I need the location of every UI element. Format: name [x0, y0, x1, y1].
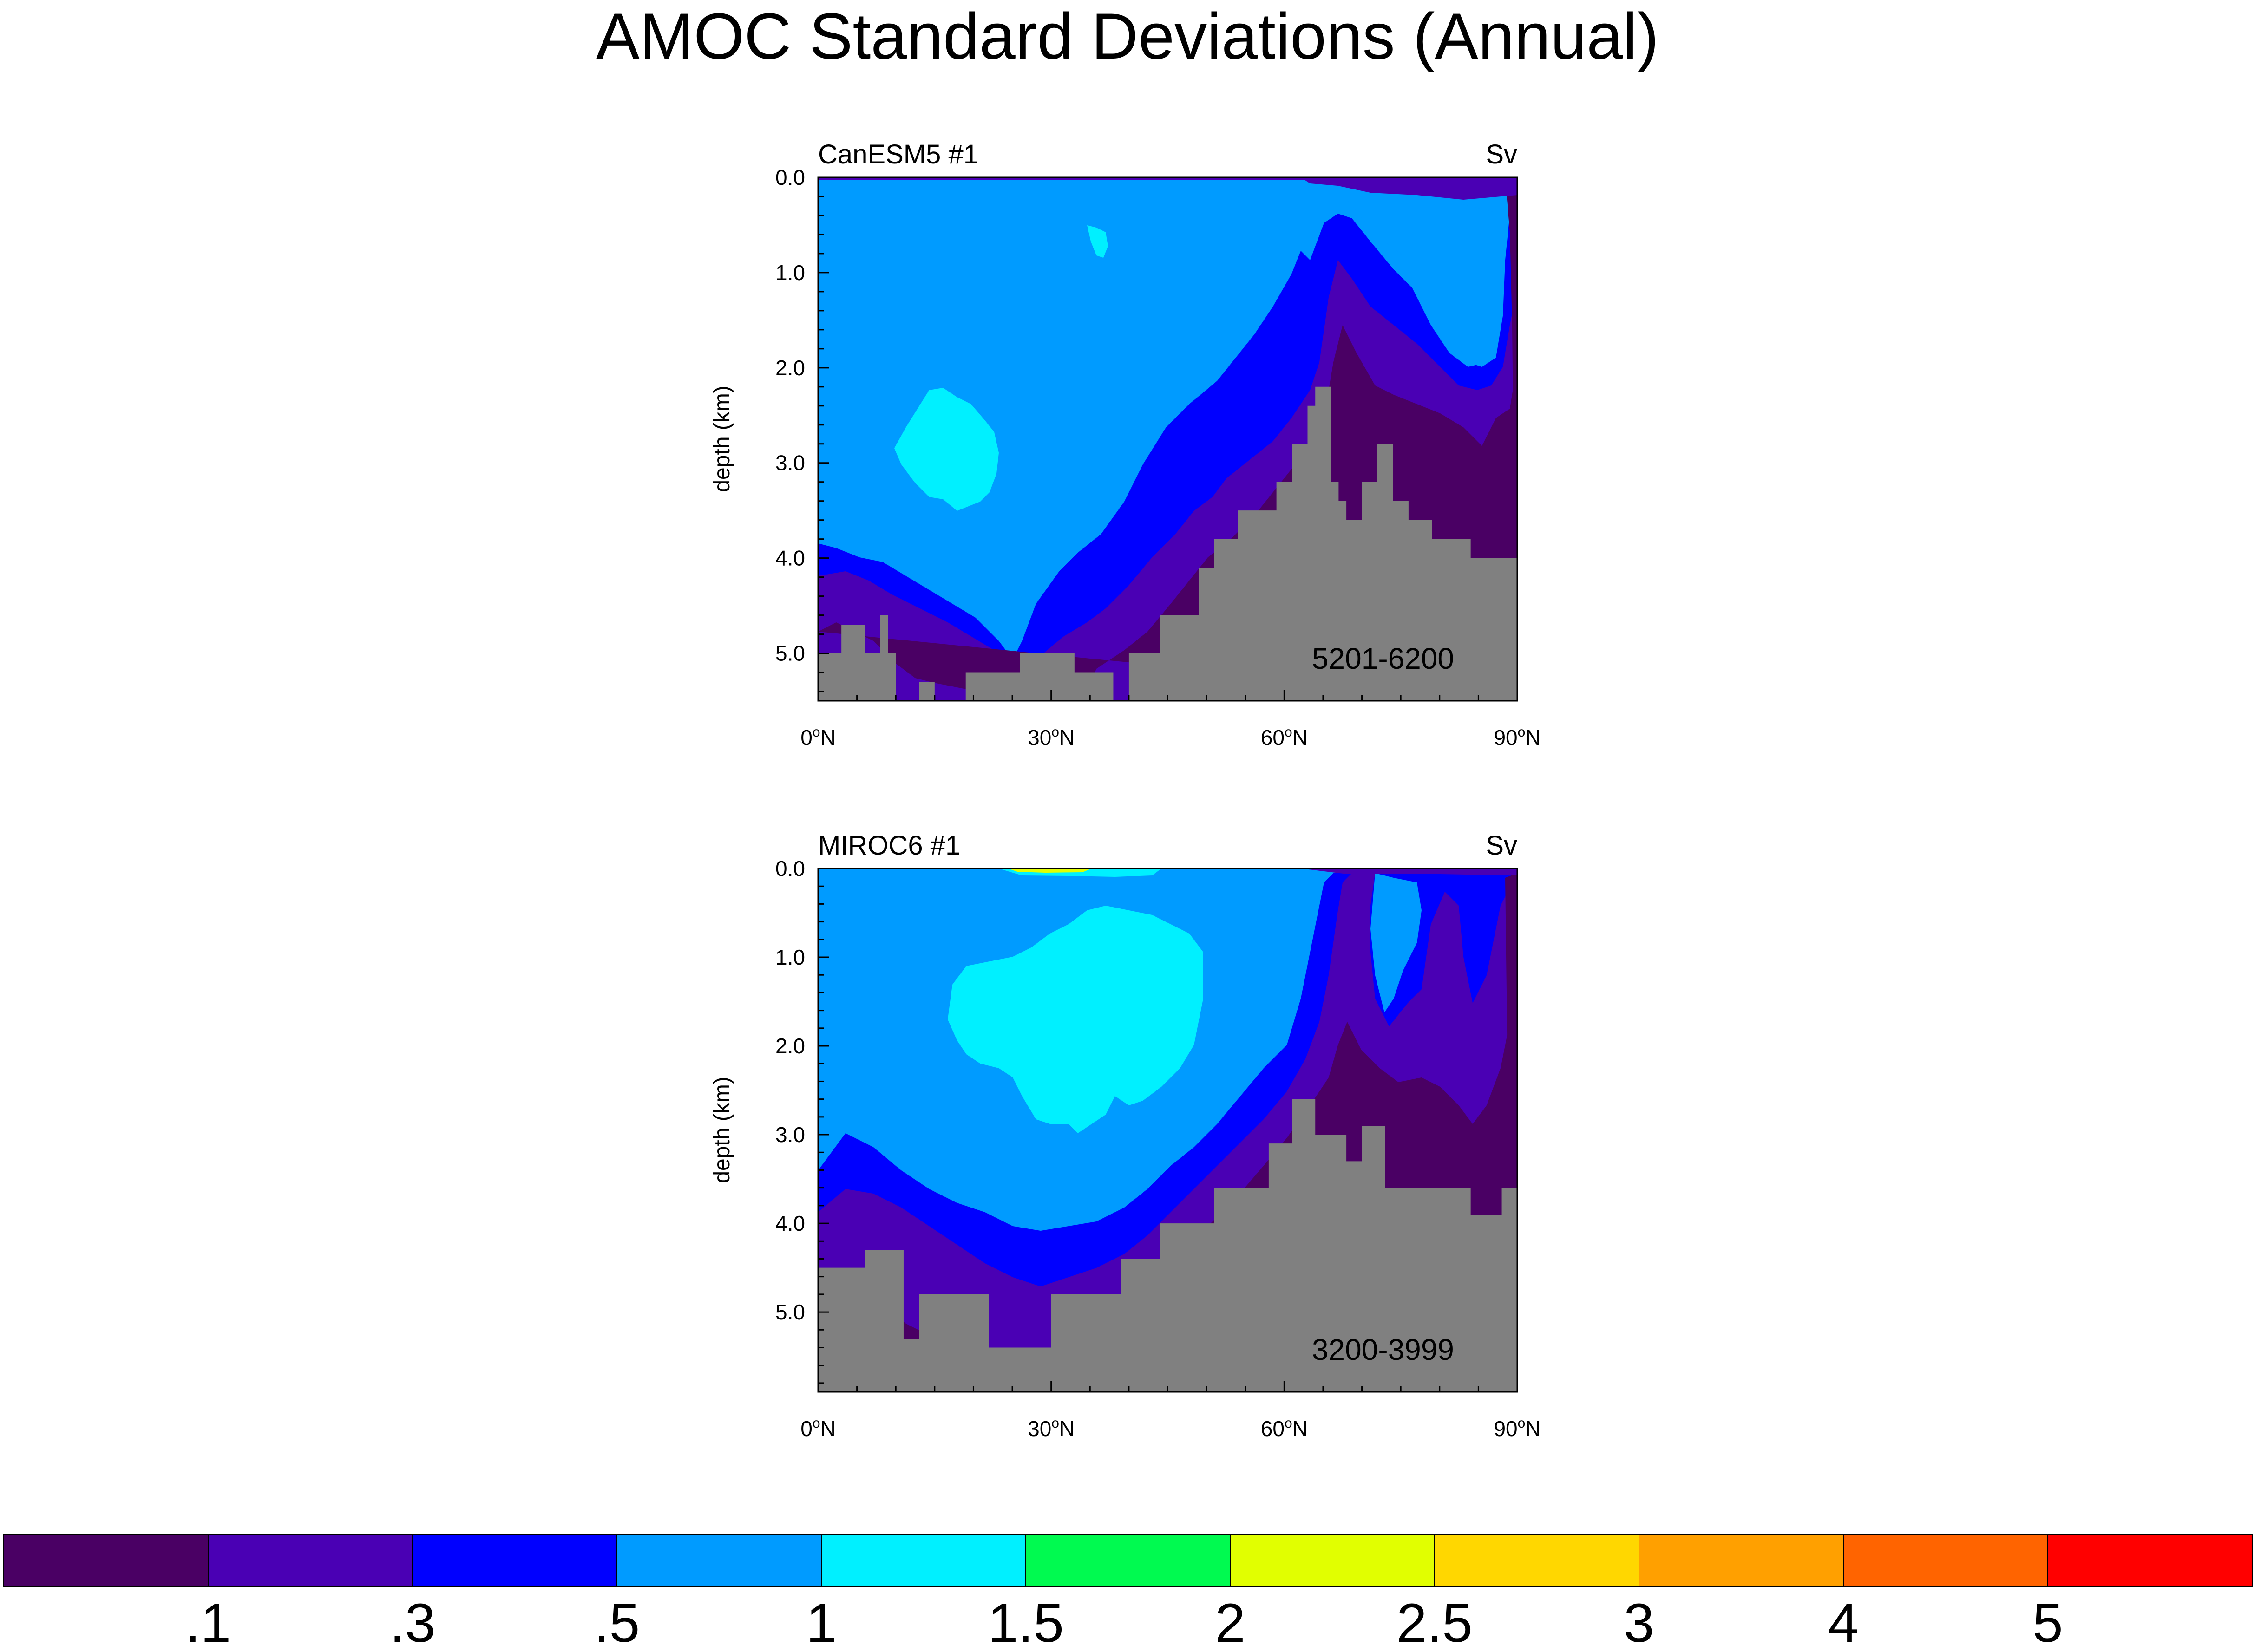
panel-units-label: Sv: [1486, 139, 1517, 170]
panel-model-label: MIROC6 #1: [818, 830, 960, 861]
colorbar: .1 .3 .5 1 1.5 2 2.5 3 4 5: [3, 1534, 2253, 1652]
x-tick-label: 30oN: [1028, 725, 1075, 750]
x-tick-label: 60oN: [1261, 1416, 1308, 1441]
axes-miroc6: 0.0 1.0 2.0 3.0 4.0 5.0 0oN 30oN 60oN 90oN: [775, 856, 1541, 1441]
colorbar-swatch: [208, 1534, 413, 1587]
bathymetry-canesm5: [818, 386, 1517, 701]
y-tick-label: 1.0: [775, 261, 805, 285]
panel-period-label: 3200-3999: [1312, 1333, 1454, 1366]
y-tick-label: 1.0: [775, 945, 805, 969]
y-tick-label: 0.0: [775, 856, 805, 881]
colorbar-label: .5: [594, 1593, 640, 1652]
contour-fill-surface-peak: [1008, 868, 1092, 873]
y-tick-label: 3.0: [775, 1123, 805, 1147]
x-tick-label: 30oN: [1028, 1416, 1075, 1441]
colorbar-label: 5: [2032, 1593, 2063, 1652]
y-tick-label: 5.0: [775, 641, 805, 666]
colorbar-label: 3: [1624, 1593, 1654, 1652]
contour-fill-surface-north: [1301, 868, 1517, 875]
contour-fill-0.5-1-north: [1370, 873, 1422, 1012]
colorbar-swatch: [412, 1534, 617, 1587]
colorbar-label: .3: [390, 1593, 435, 1652]
contour-fill-0.5-1-north: [1347, 200, 1505, 367]
contour-fill-1-1.5-small: [1087, 225, 1108, 258]
colorbar-swatch: [1230, 1534, 1435, 1587]
colorbar-swatch: [1434, 1534, 1639, 1587]
colorbar-swatch: [2047, 1534, 2253, 1587]
x-tick-label: 0oN: [800, 1416, 836, 1441]
colorbar-label: .1: [185, 1593, 231, 1652]
axes-canesm5: 0.0 1.0 2.0 3.0 4.0 5.0 0oN 30oN 60oN 90oN: [775, 165, 1541, 750]
contour-fill-1-1.5-core: [948, 906, 1203, 1133]
panel-period-label: 5201-6200: [1312, 642, 1454, 675]
colorbar-label: 1.5: [988, 1593, 1064, 1652]
colorbar-label: 2: [1215, 1593, 1245, 1652]
panel-miroc6: 0.0 1.0 2.0 3.0 4.0 5.0 0oN 30oN 60oN 90oN MIROC6…: [710, 830, 1541, 1441]
y-tick-label: 3.0: [775, 451, 805, 475]
y-tick-label: 0.0: [775, 165, 805, 189]
bathymetry-miroc6: [818, 1099, 1517, 1392]
x-tick-label: 90oN: [1494, 725, 1540, 750]
contour-fill-surface-north: [1301, 177, 1517, 200]
surface-band: [818, 177, 1517, 180]
panel-ylabel: depth (km): [710, 385, 734, 492]
y-tick-label: 5.0: [775, 1300, 805, 1324]
colorbar-label: 1: [806, 1593, 837, 1652]
y-tick-label: 2.0: [775, 356, 805, 380]
y-tick-label: 2.0: [775, 1034, 805, 1058]
colorbar-label: 4: [1828, 1593, 1859, 1652]
panel-canesm5: 0.0 1.0 2.0 3.0 4.0 5.0 0oN 30oN 60oN 90oN CanESM…: [710, 139, 1541, 750]
x-tick-label: 90oN: [1494, 1416, 1540, 1441]
colorbar-swatch: [1025, 1534, 1231, 1587]
panel-ylabel: depth (km): [710, 1077, 734, 1183]
figure-title: AMOC Standard Deviations (Annual): [596, 0, 1659, 72]
x-tick-label: 0oN: [800, 725, 836, 750]
y-tick-label: 4.0: [775, 546, 805, 570]
colorbar-swatch: [616, 1534, 822, 1587]
panel-units-label: Sv: [1486, 830, 1517, 861]
colorbar-swatch: [1843, 1534, 2048, 1587]
panel-model-label: CanESM5 #1: [818, 139, 978, 170]
colorbar-swatch: [3, 1534, 209, 1587]
colorbar-swatch: [1639, 1534, 1844, 1587]
y-tick-label: 4.0: [775, 1211, 805, 1235]
colorbar-label: 2.5: [1396, 1593, 1473, 1652]
contour-fill-1-1.5-core: [894, 388, 999, 511]
x-tick-label: 60oN: [1261, 725, 1308, 750]
colorbar-swatch: [821, 1534, 1026, 1587]
